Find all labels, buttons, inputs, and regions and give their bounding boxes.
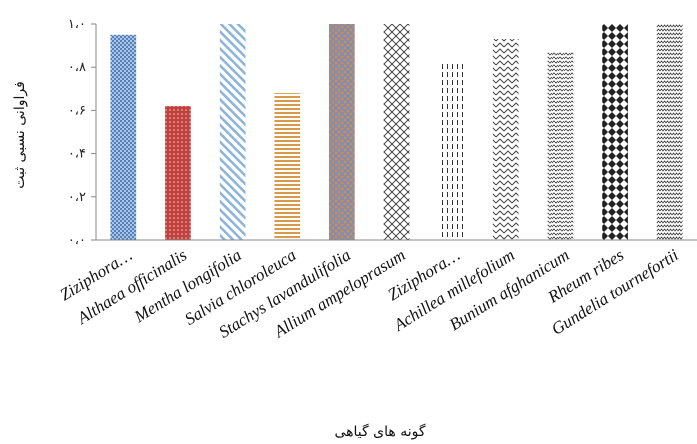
y-tick-label: ۰،۸ [68,60,86,75]
bar-0 [110,34,137,240]
bar-9 [602,24,628,240]
y-tick-label: ۰،۶ [68,103,86,118]
bar-3 [274,93,301,240]
bar-1 [165,106,191,240]
y-tick-label: ۰،۰ [68,233,86,248]
bar-5 [383,24,410,240]
bar-2 [219,24,246,240]
bar-10 [656,24,683,240]
y-tick-label: ۰،۴ [68,147,86,162]
bar-series [110,24,683,241]
bar-6 [438,62,464,241]
y-tick-label: ۰،۲ [68,190,86,205]
y-axis-ticks: ۰،۰ ۰،۲ ۰،۴ ۰،۶ ۰،۸ ۱،۰ [68,17,96,248]
bar-8 [547,52,574,240]
x-axis-title: گونه های گیاهی [334,423,425,440]
bar-7 [492,39,519,240]
y-axis-title: فراوانی نسبی ثبت [12,81,28,189]
y-tick-label: ۱،۰ [68,17,86,32]
axes [95,24,697,241]
bar-4 [329,24,355,240]
